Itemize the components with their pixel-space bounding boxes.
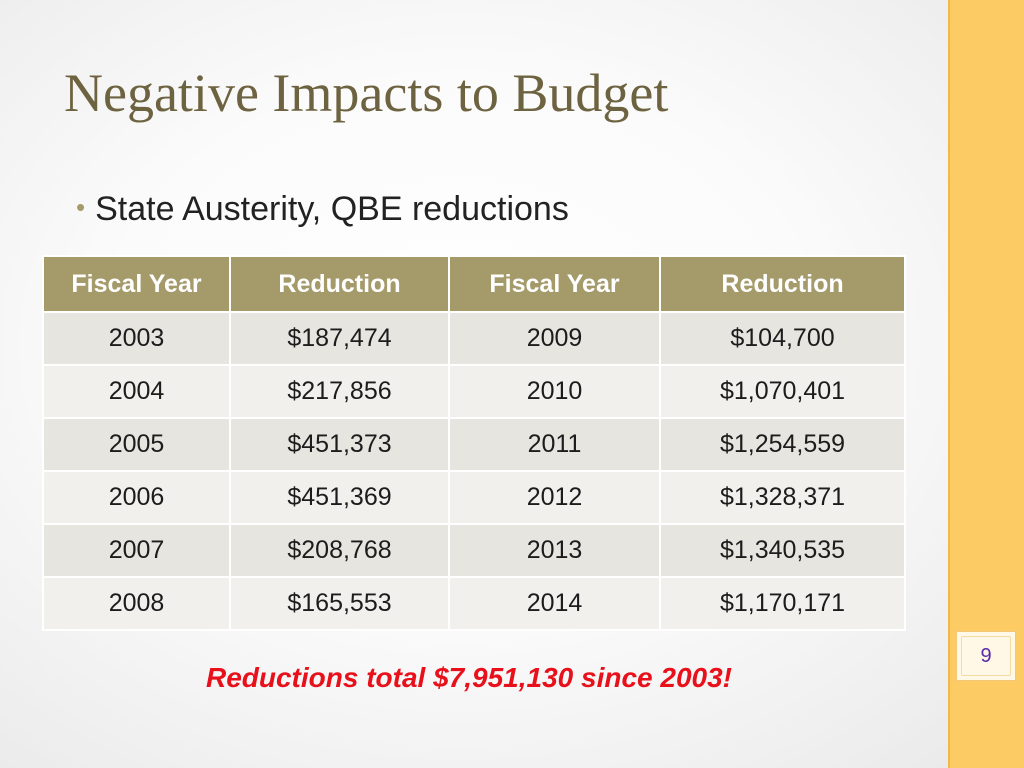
- cell-year: 2014: [448, 576, 661, 631]
- cell-year: 2008: [42, 576, 231, 631]
- table-row: 2006 $451,369 2012 $1,328,371: [42, 470, 906, 525]
- header-fiscal-year: Fiscal Year: [448, 255, 661, 313]
- cell-year: 2004: [42, 364, 231, 419]
- cell-year: 2003: [42, 311, 231, 366]
- page-number: 9: [961, 636, 1011, 676]
- cell-reduction: $217,856: [229, 364, 450, 419]
- bullet-text: State Austerity, QBE reductions: [95, 190, 569, 228]
- cell-reduction: $451,373: [229, 417, 450, 472]
- reductions-table: Fiscal Year Reduction Fiscal Year Reduct…: [42, 255, 906, 631]
- cell-year: 2005: [42, 417, 231, 472]
- cell-reduction: $187,474: [229, 311, 450, 366]
- bullet-dot-icon: •: [76, 192, 86, 222]
- page-number-box: 9: [956, 631, 1016, 681]
- cell-reduction: $1,070,401: [659, 364, 906, 419]
- cell-year: 2012: [448, 470, 661, 525]
- cell-reduction: $1,170,171: [659, 576, 906, 631]
- cell-reduction: $1,254,559: [659, 417, 906, 472]
- cell-year: 2009: [448, 311, 661, 366]
- header-reduction: Reduction: [229, 255, 450, 313]
- cell-year: 2013: [448, 523, 661, 578]
- total-reductions-note: Reductions total $7,951,130 since 2003!: [205, 662, 733, 693]
- header-fiscal-year: Fiscal Year: [42, 255, 231, 313]
- bullet-item: • State Austerity, QBE reductions: [76, 190, 569, 229]
- cell-year: 2006: [42, 470, 231, 525]
- cell-reduction: $451,369: [229, 470, 450, 525]
- table-row: 2004 $217,856 2010 $1,070,401: [42, 364, 906, 419]
- table-row: 2008 $165,553 2014 $1,170,171: [42, 576, 906, 631]
- cell-reduction: $1,328,371: [659, 470, 906, 525]
- cell-reduction: $165,553: [229, 576, 450, 631]
- header-reduction: Reduction: [659, 255, 906, 313]
- cell-reduction: $1,340,535: [659, 523, 906, 578]
- cell-reduction: $104,700: [659, 311, 906, 366]
- cell-year: 2007: [42, 523, 231, 578]
- table-row: 2005 $451,373 2011 $1,254,559: [42, 417, 906, 472]
- table-row: 2003 $187,474 2009 $104,700: [42, 311, 906, 366]
- cell-reduction: $208,768: [229, 523, 450, 578]
- cell-year: 2010: [448, 364, 661, 419]
- slide-title: Negative Impacts to Budget: [64, 63, 669, 123]
- cell-year: 2011: [448, 417, 661, 472]
- table-header-row: Fiscal Year Reduction Fiscal Year Reduct…: [42, 255, 906, 313]
- table-row: 2007 $208,768 2013 $1,340,535: [42, 523, 906, 578]
- side-band-divider: [948, 0, 950, 768]
